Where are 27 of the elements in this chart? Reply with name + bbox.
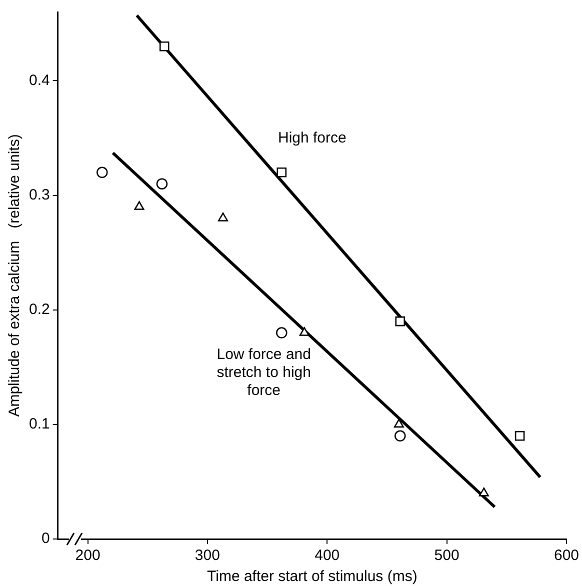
point	[276, 168, 287, 178]
y-axis-title: Amplitude of extra calcium (relative units)	[6, 134, 24, 417]
y-tick-label: 0.4	[28, 72, 50, 89]
point	[478, 488, 489, 496]
y-tick-label: 0.2	[28, 301, 50, 318]
point	[96, 166, 108, 178]
point	[299, 327, 310, 336]
point	[395, 316, 406, 326]
y-tick-label: 0.3	[28, 186, 50, 204]
x-axis-title: Time after start of stimulus (ms)	[207, 568, 418, 586]
point	[394, 430, 406, 442]
point	[276, 327, 288, 338]
point	[134, 201, 144, 210]
x-tick-label: 300	[194, 547, 220, 564]
x-tick-label: 600	[554, 547, 579, 564]
point	[159, 41, 170, 52]
x-tick-label: 200	[75, 547, 100, 564]
annotation: Low force and stretch to high force	[216, 346, 311, 400]
point	[514, 431, 525, 441]
y-tick-label: 0	[42, 530, 50, 548]
point	[394, 418, 404, 428]
annotation: High force	[278, 130, 346, 147]
y-tick-label: 0.1	[28, 416, 50, 433]
x-tick-label: 500	[434, 547, 460, 564]
x-tick-label: 400	[314, 547, 340, 564]
point	[218, 212, 228, 222]
point	[156, 178, 168, 190]
